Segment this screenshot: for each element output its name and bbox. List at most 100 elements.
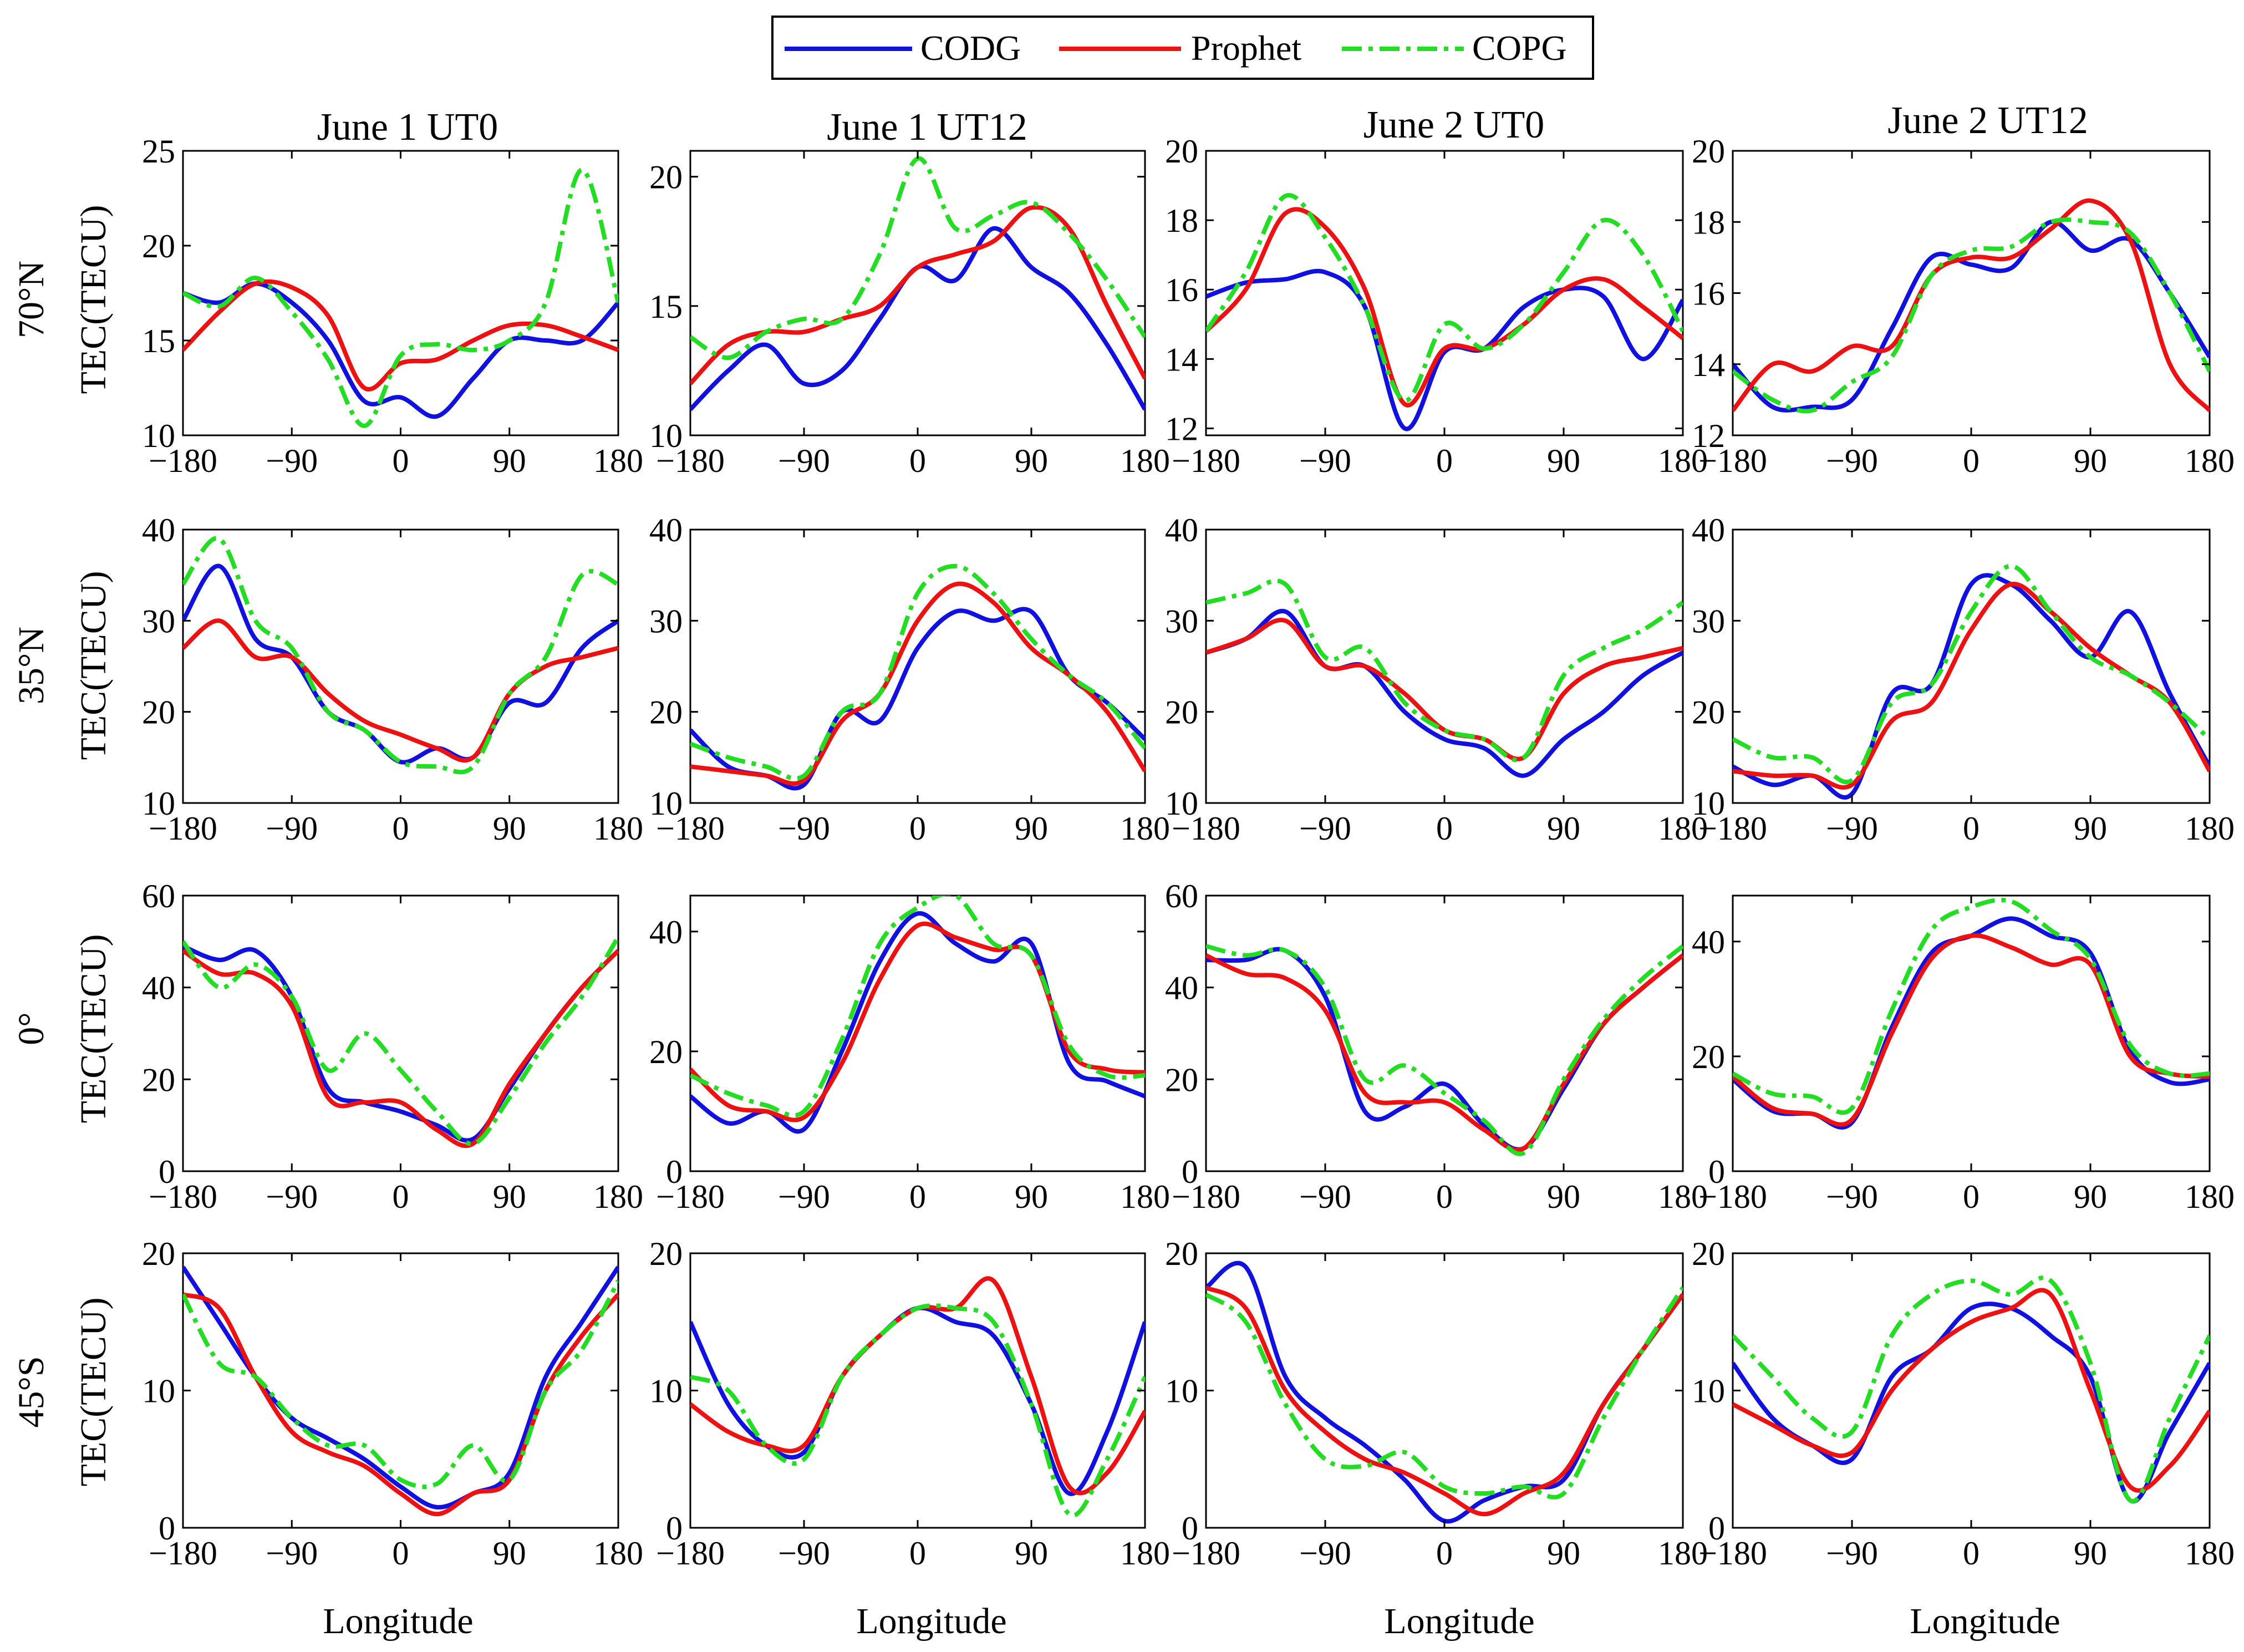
series-prophet-line — [183, 279, 618, 392]
series-prophet-line — [1206, 617, 1683, 761]
y-tick-label: 0 — [666, 1153, 683, 1190]
y-tick-label: 14 — [1165, 341, 1198, 378]
column-title-2: June 1 UT12 — [827, 106, 1027, 149]
x-tick-label: 0 — [1963, 1178, 1980, 1215]
y-tick-label: 16 — [1692, 276, 1725, 312]
y-axis-label-row1: TEC(TECU) — [73, 205, 114, 394]
y-tick-label: 18 — [1692, 204, 1725, 241]
x-tick-label: 180 — [1120, 1178, 1170, 1215]
panel-35n-col4: −180 −90 0 90 180 10 20 30 40 — [1692, 512, 2235, 847]
y-tick-label: 10 — [649, 1373, 683, 1410]
x-tick-label: 90 — [1547, 1535, 1580, 1572]
y-tick-label: 60 — [142, 878, 175, 914]
x-tick-label: 0 — [393, 1535, 409, 1572]
series-prophet-line — [183, 618, 618, 763]
y-tick-label: 10 — [142, 785, 175, 822]
y-tick-label: 40 — [142, 512, 175, 548]
x-tick-label: −90 — [778, 443, 830, 479]
row-label-35n: 35°N — [11, 627, 52, 704]
panel-45s-col2: −180 −90 0 90 180 0 10 20 — [649, 1236, 1170, 1572]
y-tick-label: 10 — [142, 1373, 175, 1410]
series-copg-line — [183, 167, 618, 428]
plot-frame — [1732, 1252, 2211, 1529]
x-tick-label: −90 — [1826, 443, 1878, 479]
plot-frame — [182, 150, 619, 436]
x-axis-label-col1: Longitude — [323, 1601, 473, 1641]
y-tick-label: 20 — [649, 694, 683, 731]
plot-frame — [1205, 894, 1684, 1172]
x-tick-label: −90 — [1826, 1535, 1878, 1572]
y-tick-label: 60 — [1165, 878, 1198, 914]
y-tick-label: 20 — [1692, 1039, 1725, 1075]
x-tick-label: 90 — [1547, 810, 1580, 847]
panel-70n-col4: −180 −90 0 90 180 12 14 16 18 20 — [1692, 133, 2235, 479]
legend-label-codg: CODG — [920, 28, 1021, 68]
plot-frame — [1205, 150, 1684, 436]
x-tick-label: −90 — [266, 1535, 318, 1572]
series-prophet-line — [1206, 953, 1683, 1152]
x-tick-label: −90 — [1299, 810, 1351, 847]
y-tick-label: 40 — [649, 512, 683, 548]
x-tick-label: 0 — [909, 1178, 926, 1215]
panel-0-col1: −180 −90 0 90 180 0 20 40 60 — [142, 878, 643, 1215]
y-tick-label: 20 — [142, 694, 175, 731]
x-tick-label: 90 — [1547, 1178, 1580, 1215]
y-tick-label: 18 — [1165, 202, 1198, 239]
x-tick-label: 180 — [2185, 1535, 2235, 1572]
x-tick-label: 180 — [2185, 1178, 2235, 1215]
x-tick-label: 180 — [1658, 1178, 1708, 1215]
y-tick-label: 0 — [159, 1153, 175, 1190]
x-tick-label: 180 — [593, 1178, 643, 1215]
y-tick-label: 20 — [142, 1061, 175, 1098]
series-codg-line — [1206, 268, 1683, 431]
x-axis-label-col2: Longitude — [856, 1601, 1006, 1641]
y-tick-label: 30 — [649, 603, 683, 639]
x-tick-label: −180 — [149, 1535, 217, 1572]
x-tick-label: −90 — [1826, 1178, 1878, 1215]
x-axis-label-col4: Longitude — [1910, 1601, 2060, 1641]
x-tick-label: 180 — [1658, 443, 1708, 479]
y-tick-label: 20 — [142, 228, 175, 265]
series-copg-line — [183, 936, 618, 1146]
x-tick-label: −180 — [1698, 443, 1767, 479]
x-tick-label: −90 — [266, 810, 318, 847]
y-tick-label: 20 — [649, 1034, 683, 1070]
x-tick-label: 90 — [1547, 443, 1580, 479]
x-tick-label: −180 — [1172, 810, 1240, 847]
x-tick-label: 90 — [2074, 443, 2107, 479]
x-tick-label: −90 — [266, 443, 318, 479]
series-codg-line — [1733, 573, 2210, 800]
x-tick-label: 0 — [1436, 1178, 1453, 1215]
y-tick-label: 0 — [159, 1510, 175, 1547]
y-tick-label: 10 — [1165, 1373, 1198, 1410]
x-tick-label: 0 — [1436, 810, 1453, 847]
legend-label-copg: COPG — [1472, 28, 1567, 68]
y-tick-label: 0 — [1708, 1153, 1725, 1190]
y-tick-label: 30 — [1692, 603, 1725, 639]
y-axis-label-row2: TEC(TECU) — [73, 571, 114, 760]
y-tick-label: 20 — [649, 1236, 683, 1272]
x-tick-label: 180 — [1658, 1535, 1708, 1572]
y-tick-label: 20 — [1165, 1236, 1198, 1272]
y-tick-label: 20 — [1165, 1061, 1198, 1098]
panel-70n-col1: −180 −90 0 90 180 10 15 20 25 — [142, 133, 643, 479]
x-tick-label: 90 — [493, 1178, 526, 1215]
x-tick-label: −180 — [656, 1178, 725, 1215]
y-tick-label: 16 — [1165, 272, 1198, 308]
x-tick-label: 90 — [493, 810, 526, 847]
y-tick-label: 30 — [1165, 603, 1198, 639]
panel-0-col3: −180 −90 0 90 180 0 20 40 60 — [1165, 878, 1708, 1215]
series-codg-line — [183, 563, 618, 765]
x-tick-label: 90 — [1015, 1178, 1048, 1215]
x-tick-label: −180 — [1698, 1535, 1767, 1572]
x-tick-label: −90 — [1826, 810, 1878, 847]
x-tick-label: 0 — [1963, 810, 1980, 847]
x-tick-label: −180 — [656, 443, 725, 479]
series-copg-line — [183, 1279, 618, 1490]
column-title-4: June 2 UT12 — [1887, 99, 2088, 142]
series-copg-line — [1733, 1275, 2210, 1503]
series-copg-line — [183, 536, 618, 775]
y-tick-label: 20 — [142, 1236, 175, 1272]
x-tick-label: −180 — [149, 443, 217, 479]
legend: CODG Prophet COPG — [771, 16, 1594, 80]
